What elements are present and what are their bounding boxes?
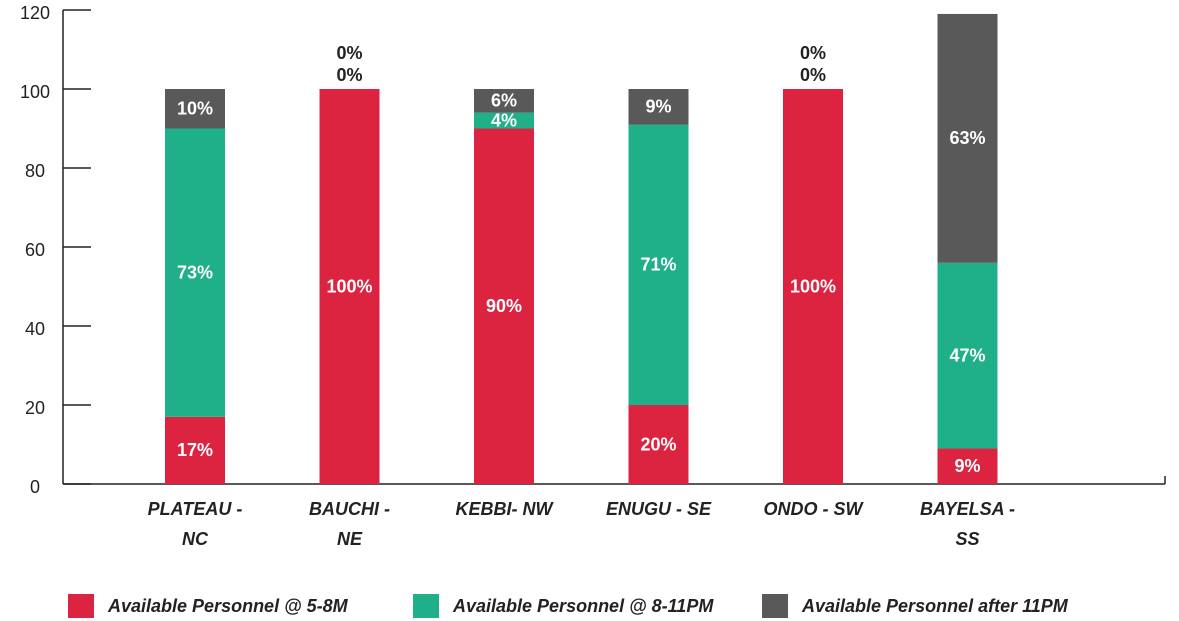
data-label: 4% [491, 110, 517, 130]
legend-swatch [413, 594, 439, 618]
bar-segment [937, 13, 998, 263]
data-label: 17% [177, 440, 213, 460]
bar-segment [937, 448, 998, 484]
legend-label: Available Personnel @ 8-11PM [452, 596, 714, 616]
x-tick-label: BAUCHI - NE [309, 499, 390, 549]
x-tick-label: KEBBI- NW [455, 499, 553, 519]
bar-segment [165, 416, 225, 484]
data-label: 6% [491, 91, 517, 111]
legend-swatch [762, 594, 788, 618]
bar-segment [937, 262, 998, 449]
data-label: 63% [949, 128, 985, 148]
y-tick-label: 80 [25, 161, 45, 181]
bar-segment [628, 124, 689, 406]
data-label: 71% [640, 255, 676, 275]
data-label: 100% [326, 276, 372, 296]
data-label: 47% [949, 345, 985, 365]
y-tick-label: 0 [30, 477, 40, 497]
bar-segment [474, 89, 534, 113]
y-tick-label: 40 [25, 319, 45, 339]
x-tick-label: ONDO - SW [763, 499, 863, 519]
x-tick-label: BAYELSA - SS [919, 499, 1015, 549]
legend-label: Available Personnel after 11PM [801, 596, 1069, 616]
legend-swatch [68, 594, 94, 618]
bar-segment [319, 89, 380, 484]
bar-segment [165, 89, 225, 129]
bar-segment [783, 89, 843, 484]
data-label: 73% [177, 262, 213, 282]
bar-segment [474, 112, 534, 129]
y-tick-label: 120 [20, 3, 50, 23]
data-label: 9% [954, 456, 980, 476]
data-label: 20% [640, 434, 676, 454]
data-label: 0% [336, 65, 362, 85]
x-tick-label: ENUGU - SE [605, 499, 711, 519]
bar-segment [628, 89, 689, 125]
data-label: 0% [800, 43, 826, 63]
data-label: 10% [177, 99, 213, 119]
data-label: 100% [790, 276, 836, 296]
bar-segment [628, 405, 689, 484]
data-label: 90% [486, 296, 522, 316]
legend-label: Available Personnel @ 5-8M [107, 596, 349, 616]
y-tick-label: 100 [20, 82, 50, 102]
data-label: 0% [336, 43, 362, 63]
data-label: 0% [800, 65, 826, 85]
y-tick-label: 60 [25, 240, 45, 260]
x-tick-label: PLATEAU - NC [147, 499, 243, 549]
data-label: 9% [645, 97, 671, 117]
bar-segment [474, 128, 534, 484]
y-tick-label: 20 [25, 398, 45, 418]
bar-segment [165, 128, 225, 417]
